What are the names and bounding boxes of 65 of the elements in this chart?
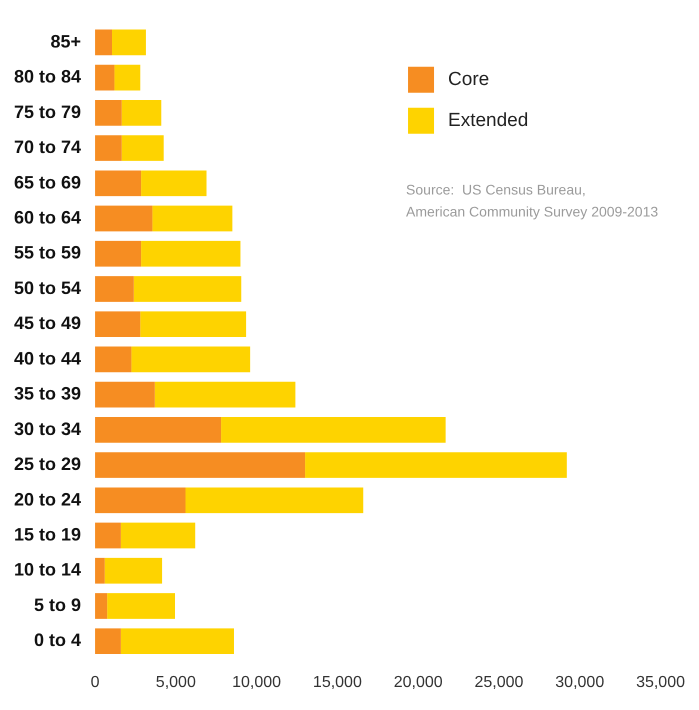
bar (95, 487, 186, 514)
bar (95, 558, 105, 584)
y-tick-label: 80 to 84 (14, 66, 82, 87)
bar (95, 100, 122, 126)
x-tick-label: 35,000 (636, 674, 686, 691)
x-tick-label: 5,000 (156, 674, 196, 691)
y-tick-label: 30 to 34 (14, 418, 82, 439)
annotation: Source: US Census Bureau, American Community Survey 2009-2013 (406, 182, 658, 220)
y-tick-label: 85+ (50, 31, 82, 52)
bar (141, 170, 207, 196)
bar (95, 522, 121, 548)
bar (186, 487, 364, 514)
bar (305, 452, 567, 478)
y-tick-label: 60 to 64 (14, 207, 82, 228)
bar (134, 276, 242, 302)
bar (120, 522, 196, 548)
bar (122, 100, 162, 126)
x-tick-label: 30,000 (555, 674, 604, 691)
bar (95, 276, 134, 302)
y-tick-label: 50 to 54 (14, 278, 82, 298)
y-tick-label: 55 to 59 (14, 242, 82, 263)
y-tick-label: 15 to 19 (14, 524, 82, 544)
bar (141, 240, 240, 267)
bar (95, 30, 112, 56)
bar (107, 593, 176, 619)
y-tick-label: 40 to 44 (14, 348, 82, 368)
bar (152, 206, 232, 232)
x-tick-label: 0 (90, 674, 100, 691)
y-tick-label: 10 to 14 (14, 560, 82, 580)
y-tick-label: 65 to 69 (14, 172, 82, 192)
bar (95, 417, 222, 443)
bar (95, 452, 306, 478)
y-tick-label: 20 to 24 (14, 489, 82, 510)
bar (95, 135, 122, 161)
bar (95, 382, 155, 408)
x-tick-label: 15,000 (312, 674, 362, 691)
y-tick-label: 5 to 9 (34, 594, 82, 615)
x-tick-label: 10,000 (232, 674, 282, 691)
y-tick-label: 70 to 74 (14, 137, 82, 158)
x-tick-label: 25,000 (474, 674, 524, 691)
y-tick-label: 45 to 49 (14, 313, 82, 334)
bar (95, 206, 152, 232)
bar (112, 30, 146, 56)
x-tick-label: 20,000 (394, 674, 443, 691)
bar (221, 417, 446, 443)
bar (95, 311, 140, 338)
bar (154, 382, 296, 408)
bar (95, 628, 121, 654)
legend-label: Core (448, 69, 490, 90)
bar (95, 64, 114, 90)
bar (140, 311, 246, 338)
bar (95, 170, 142, 196)
y-tick-label: 75 to 79 (14, 102, 82, 122)
y-tick-label: 0 to 4 (34, 630, 82, 650)
y-tick-label: 35 to 39 (14, 384, 82, 404)
bar (95, 346, 132, 372)
legend-label: Extended (448, 110, 528, 132)
bar (122, 135, 164, 161)
bar (120, 628, 234, 654)
bar (114, 64, 140, 90)
bar (95, 593, 108, 619)
bar (104, 558, 162, 584)
y-tick-label: 25 to 29 (14, 454, 82, 474)
bar (131, 346, 250, 372)
bar (95, 240, 142, 267)
